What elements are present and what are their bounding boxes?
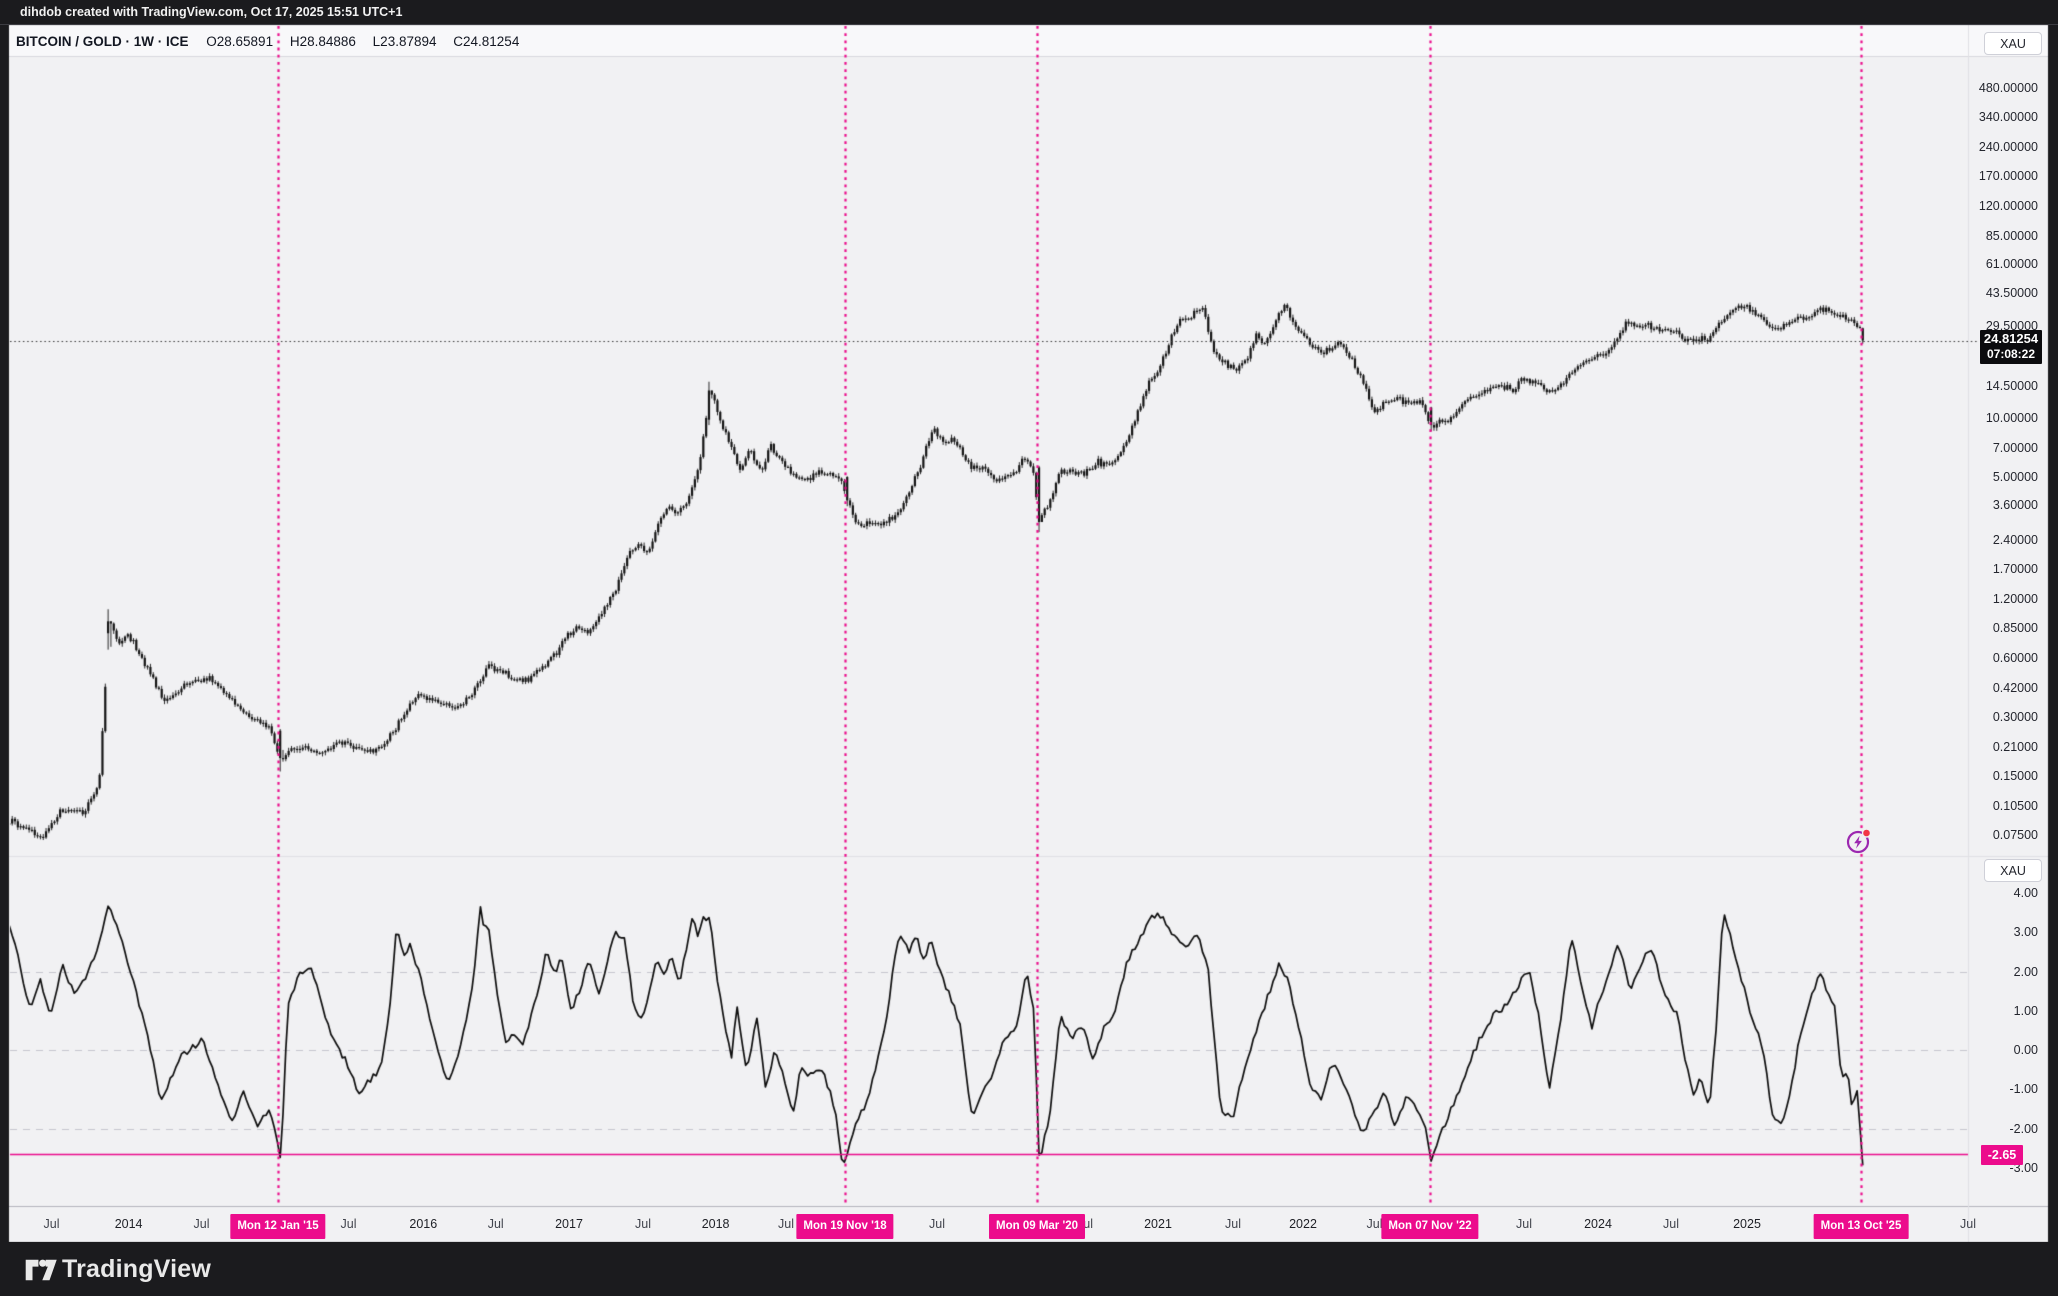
osc-tick-label: 0.00 [2013,1043,2038,1058]
osc-tick-label: 4.00 [2013,886,2038,900]
price-tick-label: 0.60000 [1992,650,2038,665]
time-tick-label: Jul [487,1217,504,1231]
price-tick-label: 120.00000 [1978,199,2038,214]
ohlc-open: O28.65891 [206,34,274,49]
time-tick-label: Jul [1960,1217,1976,1231]
event-date-label: Mon 19 Nov '18 [796,1214,894,1239]
price-tick-label: 85.00000 [1985,228,2038,243]
lightning-alert-icon[interactable] [1844,826,1874,856]
price-tick-label: 5.00000 [1992,470,2038,485]
time-tick-label: Jul [43,1217,60,1231]
time-tick-label: Jul [635,1217,651,1231]
time-tick-label: 2021 [1144,1217,1172,1231]
time-tick-label: 2025 [1733,1217,1761,1231]
notification-dot [1861,828,1872,838]
price-tick-label: 340.00000 [1978,110,2038,125]
countdown-timer: 07:08:22 [1986,347,2036,361]
symbol-title[interactable]: BITCOIN / GOLD · 1W · ICE [16,34,189,49]
osc-tick-label: -1.00 [2009,1082,2039,1097]
price-tick-label: 0.21000 [1992,740,2038,755]
time-tick-label: Jul [1366,1217,1383,1231]
osc-tick-label: -2.00 [2009,1121,2039,1136]
price-tick-label: 480.00000 [1978,81,2038,95]
event-date-label: Mon 07 Nov '22 [1381,1214,1479,1239]
tradingview-logo-icon[interactable] [24,1256,58,1284]
snapshot-header: dihdob created with TradingView.com, Oct… [0,0,2058,25]
time-tick-label: 2022 [1289,1217,1317,1231]
time-tick-label: 2017 [555,1217,583,1231]
price-tick-label: 1.20000 [1992,591,2038,606]
price-tick-label: 170.00000 [1978,169,2038,184]
lightning-bolt-icon [1854,835,1862,849]
osc-tick-label: 1.00 [2013,1003,2038,1018]
price-tick-label: 0.07500 [1992,828,2038,842]
last-price-label: 24.81254 07:08:22 [1980,330,2042,364]
price-tick-label: 14.50000 [1985,379,2038,394]
price-tick-label: 240.00000 [1978,140,2038,155]
price-tick-label: 0.10500 [1992,799,2038,814]
osc-tick-label: 3.00 [2013,925,2038,940]
price-tick-label: 7.00000 [1992,441,2038,456]
event-date-label: Mon 12 Jan '15 [230,1214,326,1239]
last-price-value: 24.81254 [1983,331,2039,346]
price-tick-label: 0.85000 [1992,621,2038,636]
time-tick-label: 2018 [701,1217,730,1231]
time-tick-label: Jul [778,1217,794,1231]
level-line-label: -2.65 [1981,1145,2023,1165]
time-tick-label: 2024 [1584,1217,1612,1231]
price-tick-label: 10.00000 [1985,410,2038,425]
time-tick-label: Jul [929,1217,945,1231]
footer-bar: TradingView [0,1242,2058,1296]
ohlc-close: C24.81254 [453,34,520,49]
osc-tick-label: 2.00 [2013,964,2038,979]
price-tick-label: 43.50000 [1985,285,2038,300]
price-tick-label: 0.15000 [1992,768,2038,783]
time-tick-label: Jul [1663,1217,1679,1231]
time-tick-label: 2014 [114,1217,143,1231]
time-tick-label: Jul [1516,1217,1532,1231]
price-tick-label: 3.60000 [1992,498,2038,513]
event-date-label: Mon 13 Oct '25 [1813,1214,1909,1239]
lower-axis-currency-button[interactable]: XAU [1984,859,2042,882]
time-tick-label: Jul [1225,1217,1241,1231]
price-tick-label: 1.70000 [1992,561,2038,576]
main-axis-currency-button[interactable]: XAU [1984,32,2042,55]
snapshot-title: dihdob created with TradingView.com, Oct… [20,5,403,19]
event-date-label: Mon 09 Mar '20 [989,1214,1085,1239]
time-tick-label: 2016 [409,1217,438,1231]
time-tick-label: Jul [193,1217,210,1231]
time-tick-label: Jul [340,1217,357,1231]
symbol-legend[interactable]: BITCOIN / GOLD · 1W · ICE O28.65891 H28.… [16,31,532,53]
tradingview-wordmark[interactable]: TradingView [62,1255,212,1283]
price-tick-label: 61.00000 [1985,256,2038,271]
ohlc-high: H28.84886 [289,34,356,49]
ohlc-low: L23.87894 [372,34,437,49]
price-tick-label: 0.42000 [1992,681,2038,696]
price-tick-label: 2.40000 [1992,532,2038,547]
price-tick-label: 29.50000 [1985,318,2038,333]
price-tick-label: 0.30000 [1992,709,2038,724]
